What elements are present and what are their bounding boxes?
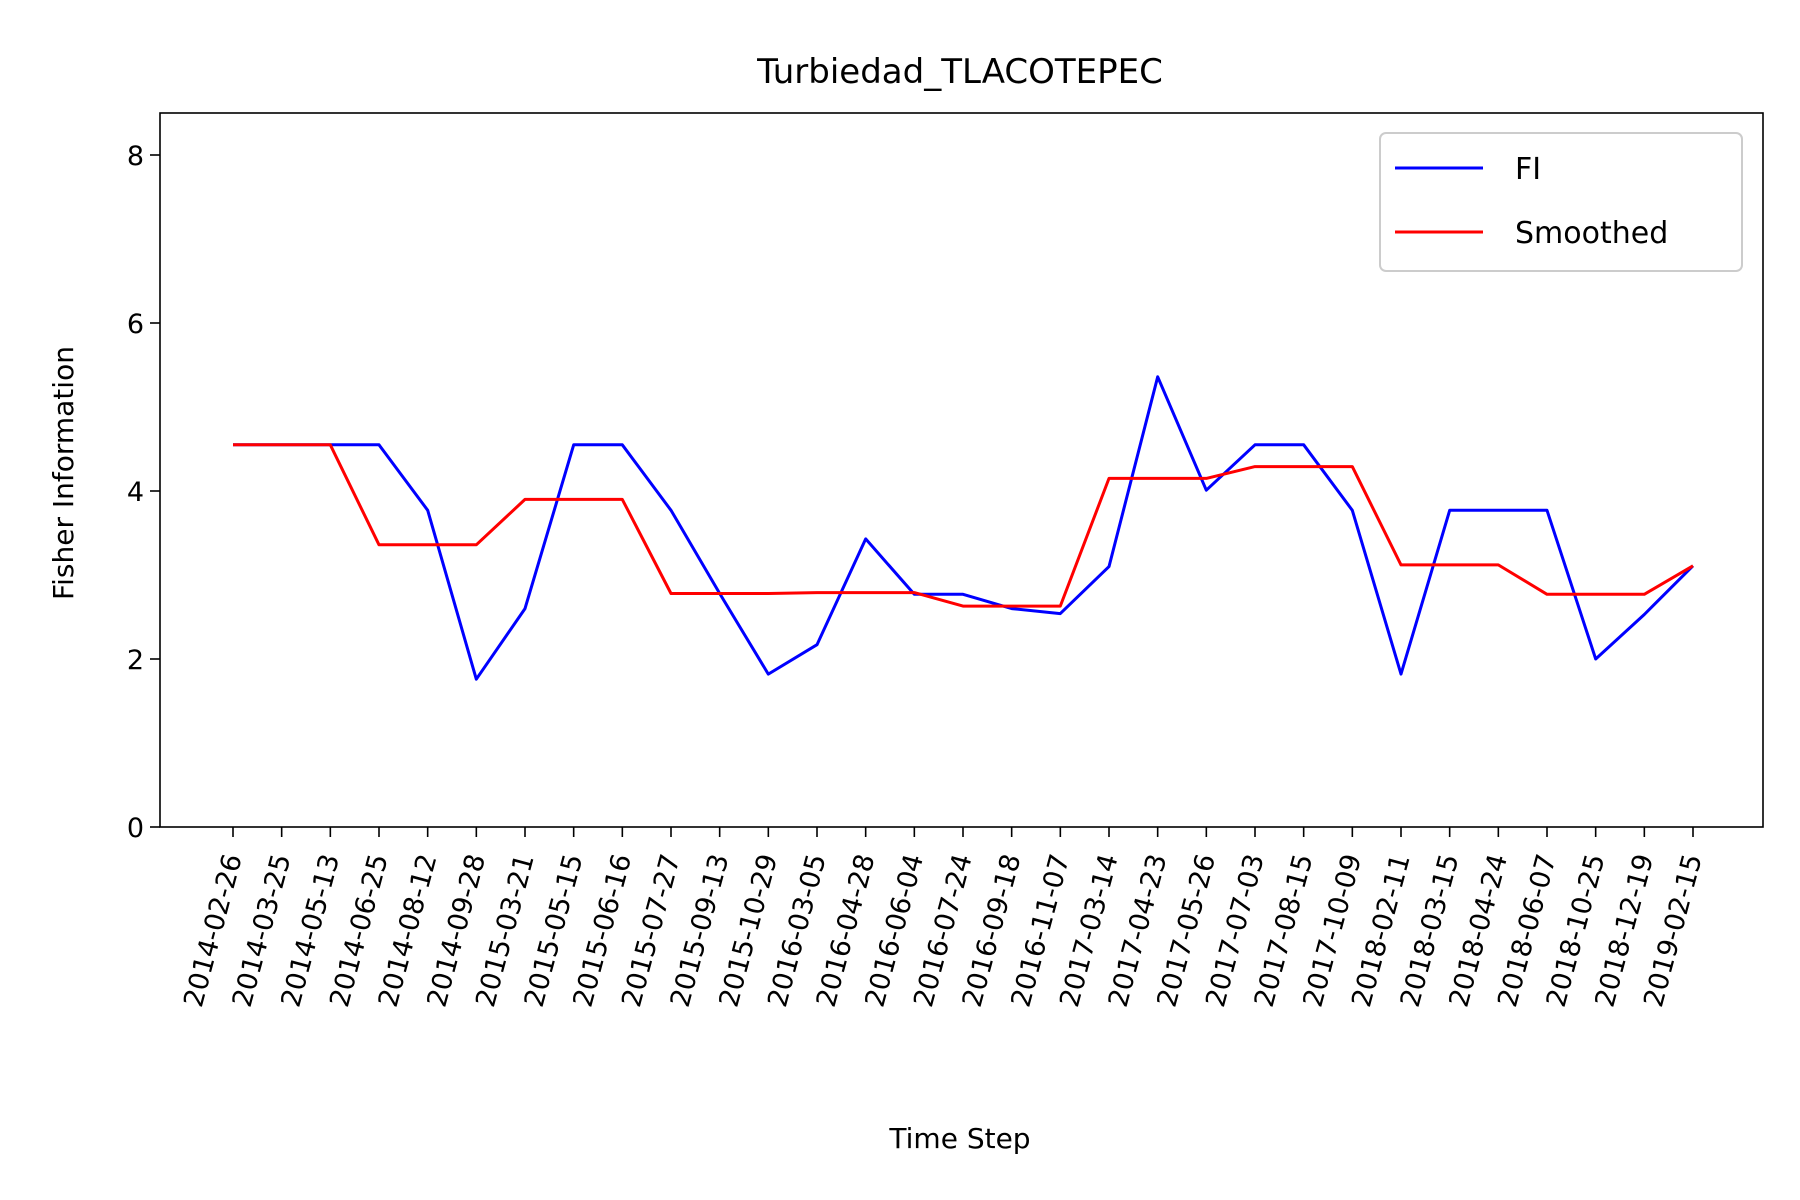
y-axis-title: Fisher Information	[47, 346, 80, 600]
y-tick-label: 4	[127, 477, 144, 508]
series-line-smoothed	[233, 443, 1694, 608]
chart-title: Turbiedad_TLACOTEPEC	[756, 52, 1163, 92]
legend-label: Smoothed	[1515, 216, 1668, 251]
y-axis: 0 2 4 6 8	[127, 141, 160, 844]
plot-area	[159, 112, 1764, 828]
y-tick-label: 2	[127, 645, 144, 676]
y-tick-label: 0	[127, 813, 144, 844]
series-layer	[233, 375, 1695, 681]
plot-frame	[159, 112, 1764, 828]
x-axis: 2014-02-262014-03-252014-05-132014-06-25…	[178, 827, 1709, 1010]
legend: FI Smoothed	[1379, 132, 1743, 272]
y-tick-label: 8	[127, 141, 144, 172]
x-axis-title: Time Step	[888, 1122, 1030, 1155]
series-line-fi	[233, 375, 1695, 681]
legend-label: FI	[1515, 152, 1541, 187]
y-tick-label: 6	[127, 309, 144, 340]
